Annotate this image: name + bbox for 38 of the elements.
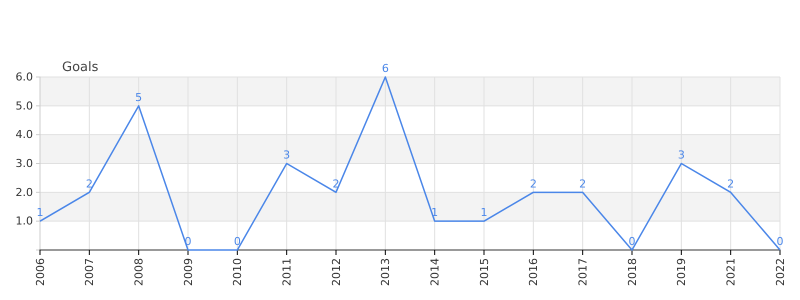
x-tick-label: 2021: [724, 258, 738, 286]
data-label: 2: [727, 177, 734, 190]
data-label: 5: [135, 90, 142, 104]
x-tick-label: 2017: [576, 258, 590, 286]
data-label: 1: [36, 206, 44, 220]
x-tick-label: 2019: [675, 258, 688, 286]
data-label: 0: [234, 235, 241, 248]
data-label: 3: [678, 148, 685, 162]
y-tick-label: 2.0: [16, 186, 33, 199]
y-tick-label: 3.0: [16, 157, 33, 170]
y-tick-label: 6.0: [16, 70, 33, 84]
data-label: 2: [579, 177, 586, 190]
y-axis-title: Goals: [62, 60, 99, 75]
y-tick-label: 4.0: [16, 128, 33, 142]
data-label: 2: [86, 177, 93, 190]
x-tick-label: 2013: [379, 258, 392, 286]
line-series: [39, 76, 781, 251]
x-tick-label: 2006: [34, 258, 47, 286]
x-tick-label: 2009: [182, 258, 195, 286]
data-label: 3: [283, 148, 290, 162]
x-tick-label: 2016: [527, 258, 540, 286]
x-tick-label: 2018: [626, 258, 639, 286]
data-label: 0: [776, 235, 784, 248]
x-tick-label: 2014: [428, 258, 442, 286]
x-tick-label: 2012: [330, 258, 343, 286]
data-label: 2: [332, 177, 340, 190]
data-label: 2: [530, 177, 537, 190]
x-tick-label: 2011: [280, 258, 294, 286]
x-tick-label: 2010: [231, 258, 244, 286]
x-tick-label: 2015: [478, 258, 491, 286]
y-tick-label: 1.0: [16, 214, 33, 228]
data-label: 1: [480, 206, 488, 220]
x-tick-label: 2008: [132, 258, 146, 286]
x-tick-label: 2007: [83, 258, 96, 286]
data-label: 6: [382, 62, 389, 75]
y-tick-label: 5.0: [16, 99, 33, 112]
data-label: 0: [628, 235, 636, 248]
x-tick-label: 2022: [774, 258, 787, 286]
